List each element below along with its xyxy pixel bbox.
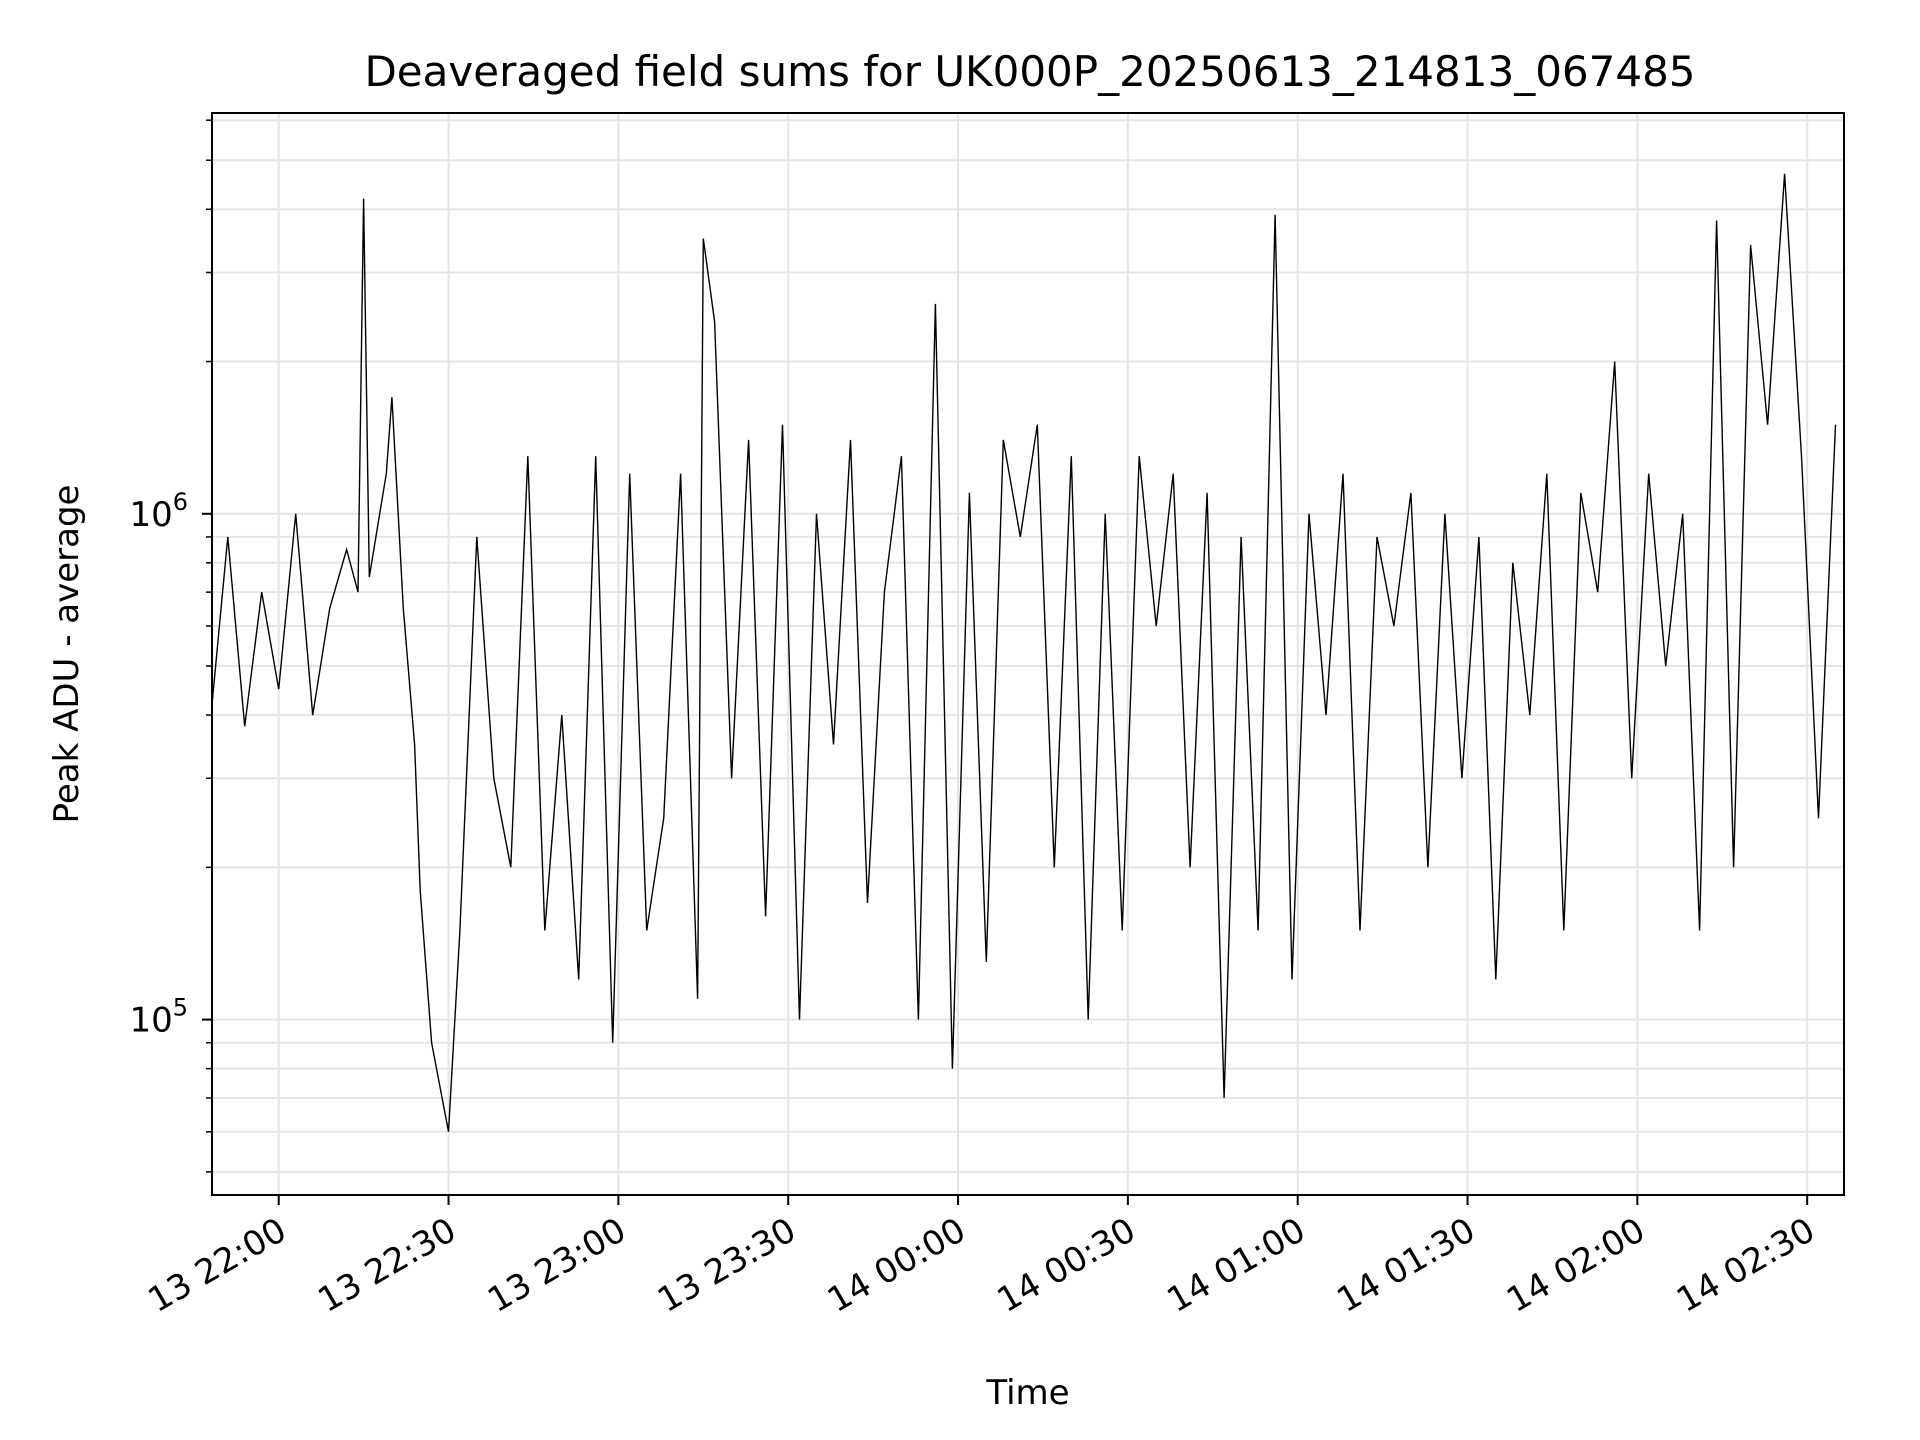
y-axis: 105 106 bbox=[129, 119, 212, 1173]
y-axis-label: Peak ADU - average bbox=[47, 485, 87, 824]
grid-lines bbox=[212, 113, 1844, 1195]
x-axis-label: Time bbox=[985, 1373, 1069, 1413]
y-tick-label: 105 bbox=[129, 994, 188, 1041]
series-line bbox=[211, 173, 1837, 1132]
y-tick-label: 106 bbox=[129, 488, 188, 535]
chart-title: Deaveraged field sums for UK000P_2025061… bbox=[364, 47, 1695, 96]
plot-frame bbox=[211, 112, 1845, 1196]
series-group bbox=[211, 173, 1837, 1132]
